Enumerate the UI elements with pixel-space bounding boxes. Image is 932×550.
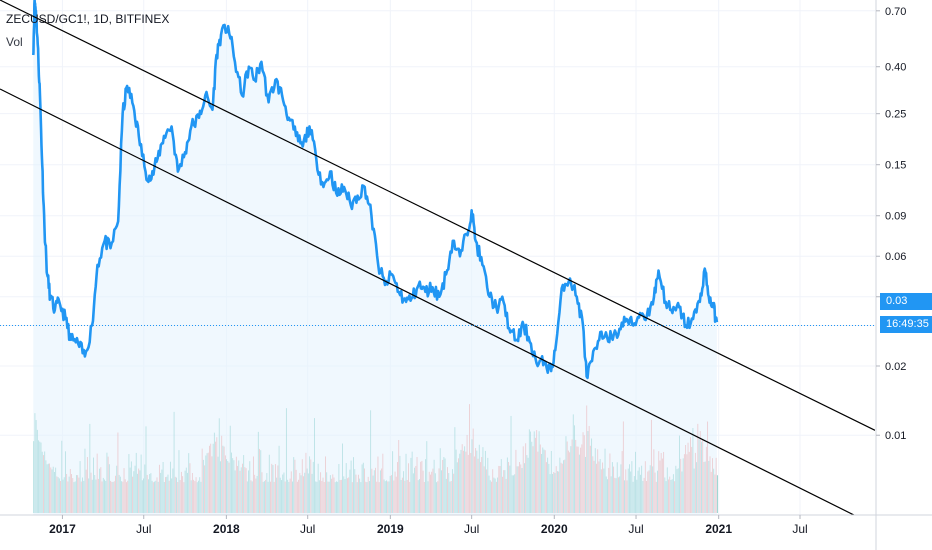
price-tick-label: 0.09 xyxy=(885,211,906,223)
trendline[interactable] xyxy=(0,0,875,431)
plot-area xyxy=(0,0,875,526)
time-tick-label: Jul xyxy=(300,522,315,536)
volume-indicator-label[interactable]: Vol xyxy=(6,35,23,49)
time-tick-label: Jul xyxy=(464,522,479,536)
price-tick-label: 0.06 xyxy=(885,251,906,263)
time-tick-label: 2020 xyxy=(541,522,568,536)
time-tick-label: 2019 xyxy=(377,522,404,536)
symbol-title[interactable]: ZECUSD/GC1!, 1D, BITFINEX xyxy=(6,12,170,26)
countdown-tag: 16:49:35 xyxy=(880,316,932,333)
time-tick-label: Jul xyxy=(628,522,643,536)
price-tick-label: 0.40 xyxy=(885,62,906,74)
time-tick-label: 2017 xyxy=(49,522,76,536)
price-tick-label: 0.15 xyxy=(885,160,906,172)
price-tick-label: 0.01 xyxy=(885,430,906,442)
price-tick-label: 0.70 xyxy=(885,6,906,18)
time-tick-label: 2018 xyxy=(213,522,240,536)
time-tick-label: Jul xyxy=(792,522,807,536)
time-tick-label: 2021 xyxy=(705,522,732,536)
trendline[interactable] xyxy=(0,88,875,526)
time-tick-label: Jul xyxy=(136,522,151,536)
price-tick-label: 0.25 xyxy=(885,109,906,121)
price-tick-label: 0.02 xyxy=(885,361,906,373)
price-area xyxy=(33,0,717,515)
last-price-tag: 0.03 xyxy=(880,293,932,310)
price-line[interactable] xyxy=(31,0,719,380)
volume-bar xyxy=(716,475,718,513)
